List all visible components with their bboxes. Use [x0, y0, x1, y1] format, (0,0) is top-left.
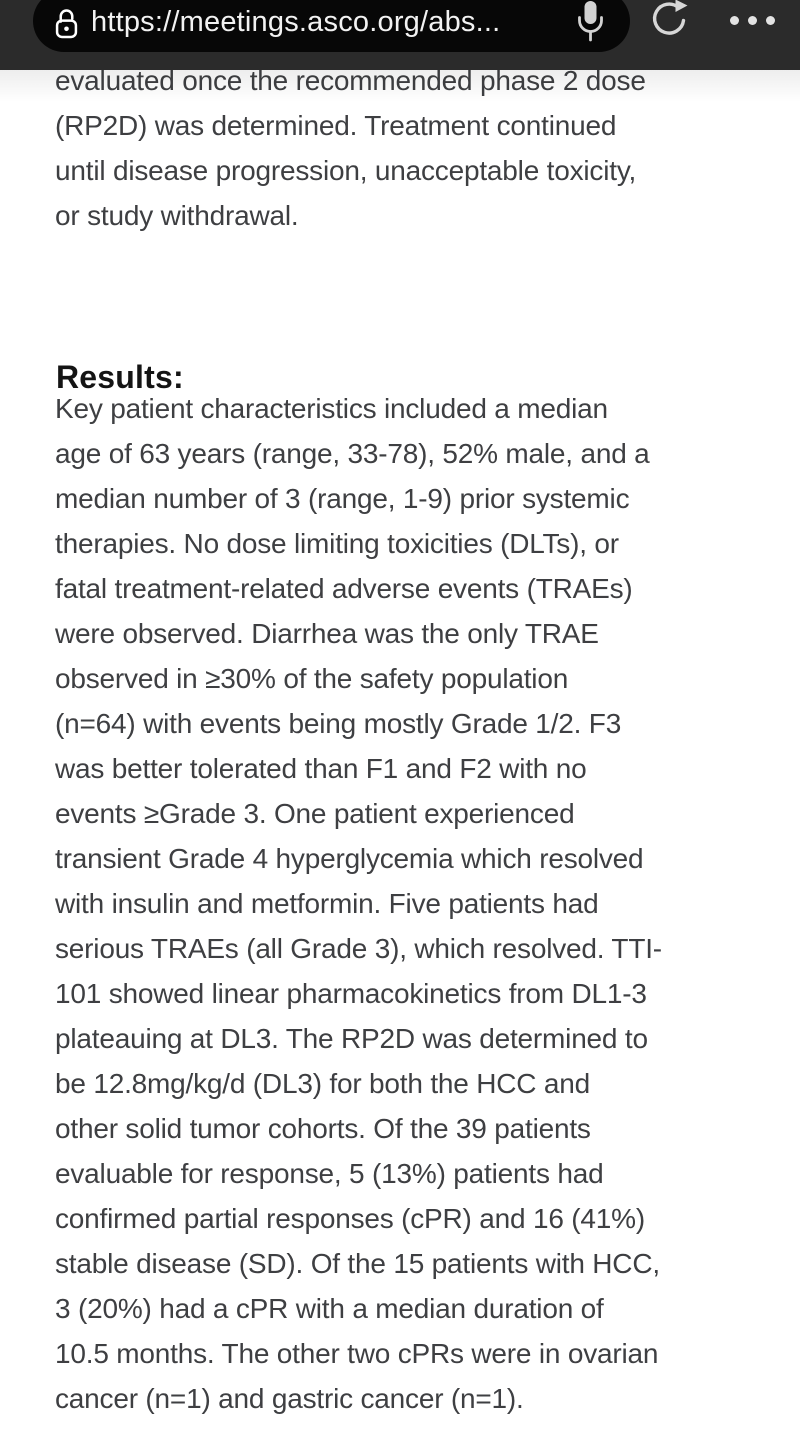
- refresh-button[interactable]: [647, 0, 691, 43]
- ellipsis-dot: [748, 15, 757, 25]
- url-text: https://meetings.asco.org/abs...: [91, 6, 501, 38]
- lock-icon: [55, 8, 78, 38]
- intro-paragraph: evaluated once the recommended phase 2 d…: [55, 65, 646, 231]
- more-options-button[interactable]: [728, 8, 777, 32]
- ellipsis-dot: [766, 15, 775, 25]
- url-bar[interactable]: https://meetings.asco.org/abs...: [33, 0, 630, 52]
- microphone-icon[interactable]: [577, 1, 604, 43]
- browser-chrome: https://meetings.asco.org/abs...: [0, 0, 800, 70]
- results-heading: Results:: [56, 358, 184, 395]
- results-paragraph: Key patient characteristics included a m…: [55, 393, 662, 1414]
- ellipsis-dot: [730, 15, 739, 25]
- refresh-icon: [652, 0, 688, 35]
